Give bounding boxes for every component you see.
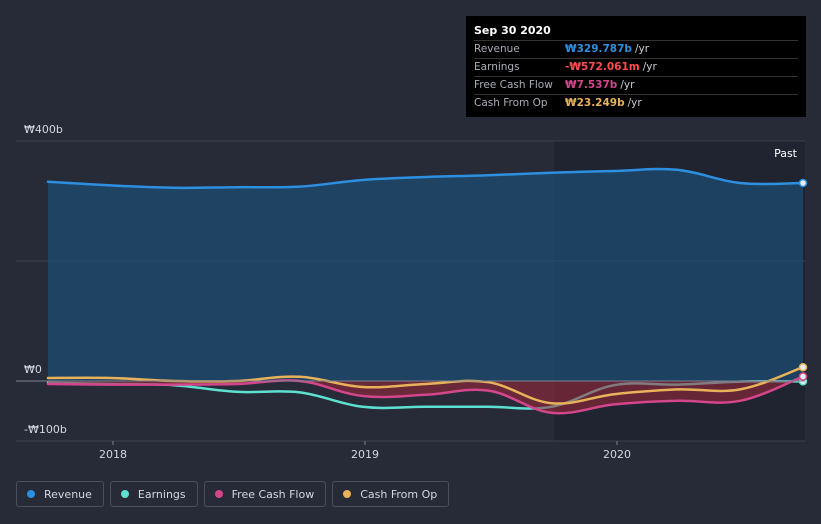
series-group	[46, 167, 805, 415]
y-tick-label: ₩400b	[24, 123, 63, 136]
tooltip-label-earnings: Earnings	[474, 61, 520, 73]
legend-label-free-cash-flow: Free Cash Flow	[231, 487, 315, 501]
tooltip-unit-cash-from-op: /yr	[627, 97, 642, 109]
y-tick-label: -₩100b	[24, 423, 67, 436]
tooltip-label-cash-from-op: Cash From Op	[474, 97, 548, 109]
legend-label-cash-from-op: Cash From Op	[360, 487, 438, 501]
line-free-cash-flow	[46, 375, 805, 415]
legend-dot-icon	[214, 490, 223, 498]
legend-dot-icon	[343, 490, 352, 498]
tooltip-unit-revenue: /yr	[634, 43, 650, 55]
area-revenue	[48, 168, 803, 381]
tooltip-row-earnings: Earnings -₩572.061m /yr	[474, 58, 798, 76]
tooltip-row-free-cash-flow: Free Cash Flow ₩7.537b /yr	[474, 76, 798, 94]
tooltip-unit-earnings: /yr	[642, 61, 657, 73]
legend: Revenue Earnings Free Cash Flow Cash Fro…	[16, 481, 455, 507]
tooltip-row-revenue: Revenue ₩329.787b /yr	[474, 40, 798, 58]
legend-label-earnings: Earnings	[137, 487, 186, 501]
tooltip-value-cash-from-op: ₩23.249b	[565, 97, 625, 109]
legend-dot-icon	[27, 490, 35, 498]
tooltip-value-free-cash-flow: ₩7.537b	[565, 79, 618, 91]
endpoint-revenue	[798, 178, 808, 188]
legend-label-revenue: Revenue	[44, 487, 92, 501]
endpoint-cash-from-op	[798, 362, 808, 372]
tooltip-value-earnings: -₩572.061m	[565, 61, 640, 73]
tooltip-label-free-cash-flow: Free Cash Flow	[474, 79, 553, 91]
past-label: Past	[774, 147, 798, 160]
x-tick-label: 2020	[603, 448, 631, 461]
legend-item-revenue[interactable]: Revenue	[16, 481, 104, 507]
legend-item-earnings[interactable]: Earnings	[109, 481, 198, 507]
tooltip-label-revenue: Revenue	[474, 43, 520, 55]
legend-item-free-cash-flow[interactable]: Free Cash Flow	[203, 481, 327, 507]
legend-dot-icon	[120, 490, 129, 498]
line-revenue	[46, 167, 805, 190]
legend-item-cash-from-op[interactable]: Cash From Op	[332, 481, 450, 507]
x-tick-label: 2019	[351, 448, 379, 461]
x-tick-label: 2018	[99, 448, 127, 461]
tooltip-value-revenue: ₩329.787b	[565, 43, 632, 55]
tooltip-panel: Sep 30 2020 Revenue ₩329.787b /yr Earnin…	[466, 16, 806, 117]
tooltip-row-cash-from-op: Cash From Op ₩23.249b /yr	[474, 94, 798, 112]
tooltip-date: Sep 30 2020	[474, 24, 551, 37]
y-tick-label: ₩0	[24, 363, 42, 376]
tooltip-unit-free-cash-flow: /yr	[620, 79, 635, 91]
endpoint-free-cash-flow	[798, 372, 808, 381]
